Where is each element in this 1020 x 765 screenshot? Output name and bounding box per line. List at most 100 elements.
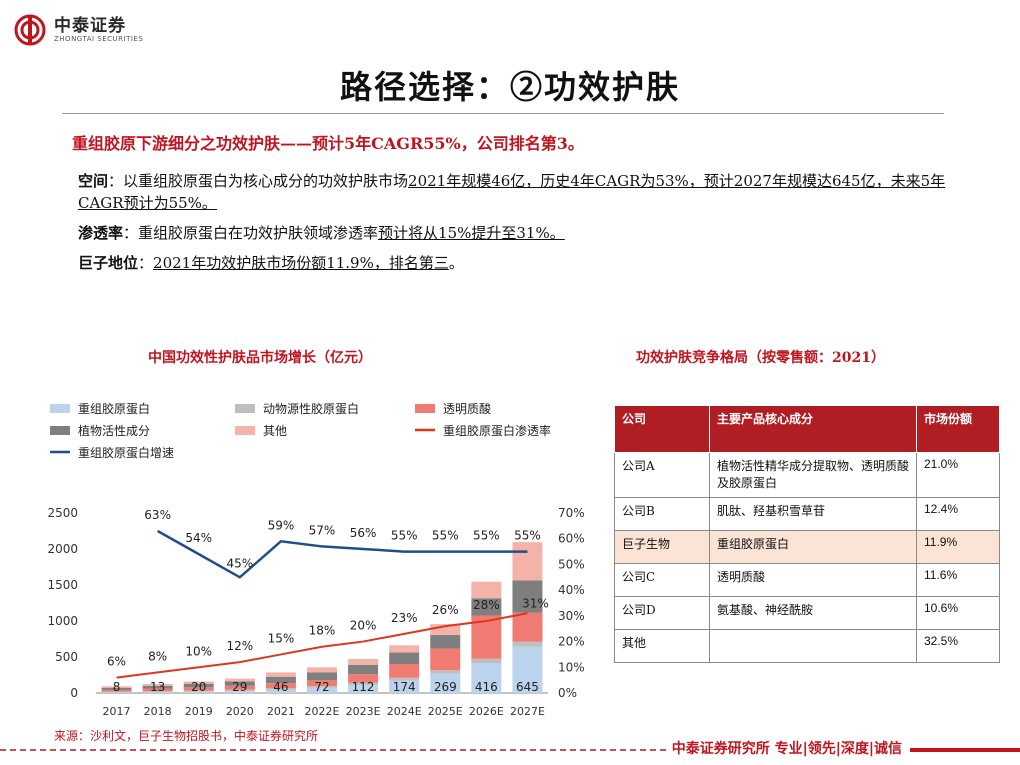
- table-row: 公司D 氨基酸、神经酰胺 10.6%: [614, 596, 1000, 630]
- growth-label: 55%: [391, 529, 418, 543]
- bar-segment: [471, 598, 502, 616]
- y-left-tick-label: 0: [70, 686, 78, 700]
- bar-segment: [307, 667, 337, 673]
- bar-segment: [183, 690, 214, 692]
- bullet-text: 重组胶原蛋白在功效护肤领域渗透率: [138, 224, 379, 242]
- bar-segment: [430, 634, 461, 649]
- bar-segment: [224, 685, 255, 690]
- x-tick-label: 2025E: [428, 705, 463, 718]
- y-right-tick-label: 60%: [558, 532, 585, 546]
- legend-label: 透明质酸: [443, 401, 491, 416]
- brand-logo: 中泰证券 ZHONGTAI SECURITIES: [14, 14, 143, 46]
- cell-share: 21.0%: [916, 452, 1000, 498]
- penetration-label: 6%: [107, 655, 126, 669]
- bar-segment: [183, 687, 214, 691]
- bar-segment: [224, 678, 255, 682]
- cell-share: 32.5%: [916, 629, 1000, 663]
- cell-company: 公司D: [614, 596, 710, 630]
- bar-segment: [307, 686, 337, 688]
- table-row: 巨子生物 重组胶原蛋白 11.9%: [614, 530, 1000, 564]
- bullet-label: 渗透率: [78, 224, 124, 242]
- bar-segment: [101, 691, 132, 693]
- legend-swatch: [415, 404, 435, 413]
- table-title: 功效护肤竞争格局（按零售额：2021）: [636, 350, 885, 366]
- bullet-tail: 。: [448, 254, 464, 272]
- table-row: 公司B 肌肽、羟基积雪草苷 12.4%: [614, 497, 1000, 531]
- headline: 重组胶原下游细分之功效护肤——预计5年CAGR55%，公司排名第3。: [72, 134, 584, 153]
- bar-segment: [183, 691, 214, 693]
- bar-segment: [101, 689, 132, 692]
- cell-ingredients: 重组胶原蛋白: [709, 530, 917, 564]
- bar-data-label: 20: [191, 680, 206, 694]
- bar-segment: [142, 684, 173, 686]
- legend-label: 动物源性胶原蛋白: [263, 401, 359, 416]
- cell-ingredients: 氨基酸、神经酰胺: [709, 596, 917, 630]
- legend-label: 重组胶原蛋白: [78, 401, 150, 416]
- y-right-tick-label: 30%: [558, 609, 585, 623]
- growth-label: 45%: [226, 556, 253, 570]
- x-tick-label: 2023E: [346, 705, 381, 718]
- y-left-tick-label: 2500: [47, 506, 78, 520]
- bar-data-label: 645: [516, 680, 539, 694]
- bullet-underlined: 预计将从15%提升至31%。: [378, 224, 565, 242]
- footer-slogan: 中泰证券研究所 专业|领先|深度|诚信: [665, 738, 908, 758]
- x-tick-label: 2017: [103, 705, 131, 718]
- bar-segment: [348, 674, 379, 683]
- growth-label: 55%: [514, 529, 541, 543]
- bar-segment: [183, 681, 214, 684]
- bullet-penetration: 渗透率：重组胶原蛋白在功效护肤领域渗透率预计将从15%提升至31%。: [78, 222, 958, 244]
- y-left-tick-label: 500: [55, 650, 78, 664]
- bar-segment: [389, 680, 420, 693]
- cell-company: 其他: [614, 629, 710, 663]
- x-tick-label: 2021: [267, 705, 295, 718]
- y-right-tick-label: 10%: [558, 660, 585, 674]
- penetration-label: 31%: [522, 596, 549, 610]
- bar-segment: [389, 664, 420, 678]
- legend-swatch: [50, 404, 70, 413]
- header-ingredients: 主要产品核心成分: [709, 405, 917, 453]
- y-right-tick-label: 70%: [558, 506, 585, 520]
- y-left-tick-label: 2000: [47, 542, 78, 556]
- bar-segment: [471, 581, 502, 599]
- bar-segment: [142, 688, 173, 692]
- bar-segment: [512, 646, 543, 693]
- bullet-underlined: 2021年功效护肤市场份额11.9%，排名第三: [153, 254, 449, 272]
- legend-label: 植物活性成分: [78, 423, 150, 438]
- y-right-tick-label: 0%: [558, 686, 577, 700]
- y-left-tick-label: 1500: [47, 578, 78, 592]
- bar-data-label: 46: [273, 680, 288, 694]
- header-share: 市场份额: [916, 405, 1000, 453]
- cell-ingredients: 肌肽、羟基积雪草苷: [709, 497, 917, 531]
- title-divider: [62, 113, 944, 114]
- bar-segment: [389, 652, 420, 665]
- bullet-list: 空间：以重组胶原蛋白为核心成分的功效护肤市场2021年规模46亿，历史4年CAG…: [78, 170, 958, 282]
- bar-segment: [348, 664, 379, 675]
- bar-segment: [471, 658, 502, 664]
- bullet-space: 空间：以重组胶原蛋白为核心成分的功效护肤市场2021年规模46亿，历史4年CAG…: [78, 170, 958, 214]
- growth-label: 55%: [473, 529, 500, 543]
- competition-table: 公司 主要产品核心成分 市场份额 公司A 植物活性精华成分提取物、透明质酸及胶原蛋…: [614, 405, 1000, 663]
- bar-segment: [430, 673, 461, 693]
- y-right-tick-label: 50%: [558, 557, 585, 571]
- table-row: 公司A 植物活性精华成分提取物、透明质酸及胶原蛋白 21.0%: [614, 452, 1000, 498]
- bar-data-label: 13: [150, 680, 165, 694]
- penetration-label: 18%: [309, 624, 336, 638]
- brand-name-cn: 中泰证券: [54, 15, 126, 36]
- x-tick-label: 2018: [144, 705, 172, 718]
- legend-label: 重组胶原蛋白增速: [78, 445, 174, 460]
- bar-segment: [265, 689, 296, 693]
- penetration-label: 15%: [268, 631, 295, 645]
- bar-segment: [183, 683, 214, 688]
- bar-data-label: 29: [232, 680, 247, 694]
- cell-company: 公司B: [614, 497, 710, 531]
- bullet-sep: ：: [108, 172, 124, 190]
- bar-segment: [512, 612, 543, 642]
- bar-segment: [224, 690, 255, 693]
- bullet-sep: ：: [138, 254, 154, 272]
- bar-segment: [265, 683, 296, 689]
- bar-segment: [471, 663, 502, 693]
- x-tick-label: 2024E: [387, 705, 422, 718]
- cell-share: 10.6%: [916, 596, 1000, 630]
- table-row: 其他 32.5%: [614, 629, 1000, 663]
- bar-segment: [389, 645, 420, 653]
